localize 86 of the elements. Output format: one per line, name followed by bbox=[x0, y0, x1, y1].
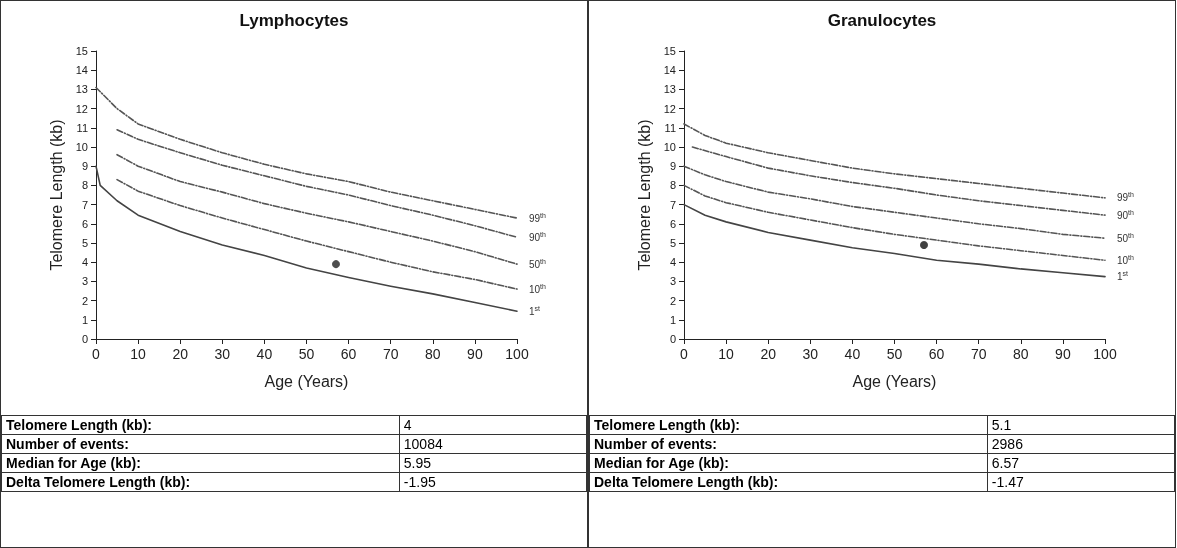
y-tick-label: 8 bbox=[669, 179, 676, 192]
y-tick-label: 8 bbox=[81, 179, 88, 192]
y-tick-label: 1 bbox=[81, 313, 88, 326]
text: 10084 bbox=[399, 434, 587, 454]
line-series bbox=[683, 165, 1106, 239]
y-tick-label: 10 bbox=[75, 141, 88, 153]
y-tick-label: 14 bbox=[75, 64, 88, 77]
y-tick-label: 11 bbox=[664, 121, 676, 134]
x-tick-label: 20 bbox=[172, 346, 189, 362]
x-tick-label: 40 bbox=[844, 346, 861, 362]
x-tick-label: 50 bbox=[298, 346, 315, 362]
text: Median for Age (kb): bbox=[589, 453, 988, 473]
text: Delta Telomere Length (kb): bbox=[589, 472, 988, 492]
x-tick-label: 90 bbox=[1055, 346, 1071, 362]
y-tick-label: 4 bbox=[81, 256, 88, 269]
chart-title: Granulocytes bbox=[827, 11, 937, 30]
x-tick-label: 10 bbox=[718, 346, 735, 362]
x-tick-label: 60 bbox=[340, 346, 357, 362]
text: 5.95 bbox=[399, 453, 587, 473]
line-series bbox=[691, 146, 1106, 216]
line-series bbox=[683, 184, 1106, 262]
y-axis-title: Telomere Length (kb) bbox=[636, 119, 654, 271]
y-tick-label: 9 bbox=[669, 160, 676, 173]
y-tick-label: 15 bbox=[75, 45, 88, 57]
text: Median for Age (kb): bbox=[1, 453, 400, 473]
y-tick-label: 2 bbox=[669, 294, 676, 307]
text: -1.47 bbox=[987, 472, 1175, 492]
y-tick-label: 12 bbox=[663, 102, 676, 115]
text: 4 bbox=[399, 415, 587, 435]
text: 5.1 bbox=[987, 415, 1175, 435]
y-tick-label: 15 bbox=[663, 45, 676, 57]
y-tick-label: 14 bbox=[663, 64, 676, 77]
x-tick-label: 70 bbox=[382, 346, 399, 362]
text: Number of events: bbox=[589, 434, 988, 454]
y-tick-label: 9 bbox=[81, 160, 88, 173]
y-axis-title: Telomere Length (kb) bbox=[48, 119, 66, 271]
y-tick-label: 7 bbox=[669, 198, 676, 211]
x-tick-label: 100 bbox=[1093, 346, 1117, 362]
y-tick-label: 2 bbox=[81, 294, 88, 307]
text: Number of events: bbox=[1, 434, 400, 454]
x-tick-label: 100 bbox=[505, 346, 529, 362]
x-axis-title: Age (Years) bbox=[852, 372, 937, 390]
x-axis-title: Age (Years) bbox=[264, 372, 349, 390]
y-tick-label: 0 bbox=[81, 333, 88, 345]
x-tick-label: 20 bbox=[760, 346, 777, 362]
x-tick-label: 60 bbox=[928, 346, 945, 362]
line-series bbox=[116, 153, 518, 265]
text: -1.95 bbox=[399, 472, 587, 492]
x-tick-label: 90 bbox=[467, 346, 483, 362]
x-tick-label: 0 bbox=[680, 346, 689, 362]
y-tick-label: 3 bbox=[669, 275, 676, 288]
chart-title: Lymphocytes bbox=[239, 11, 349, 30]
x-tick-label: 40 bbox=[256, 346, 273, 362]
y-tick-label: 6 bbox=[81, 217, 88, 230]
line-series bbox=[95, 165, 518, 312]
text: Telomere Length (kb): bbox=[1, 415, 400, 435]
line-series bbox=[683, 203, 1106, 278]
x-tick-label: 30 bbox=[802, 346, 819, 362]
x-tick-label: 70 bbox=[970, 346, 987, 362]
y-tick-label: 7 bbox=[81, 198, 88, 211]
y-tick-label: 5 bbox=[81, 237, 88, 249]
text: Telomere Length (kb): bbox=[589, 415, 988, 435]
x-tick-label: 30 bbox=[214, 346, 231, 362]
x-tick-label: 0 bbox=[92, 346, 101, 362]
y-tick-label: 3 bbox=[81, 275, 88, 288]
line-series bbox=[95, 86, 518, 219]
line-series bbox=[683, 123, 1106, 199]
x-tick-label: 80 bbox=[1013, 346, 1029, 362]
y-tick-label: 1 bbox=[669, 313, 676, 326]
x-tick-label: 10 bbox=[130, 346, 147, 362]
y-tick-label: 13 bbox=[663, 83, 676, 96]
line-series bbox=[116, 178, 518, 290]
y-tick-label: 0 bbox=[669, 333, 676, 345]
line-series bbox=[116, 128, 518, 239]
text: 2986 bbox=[987, 434, 1175, 454]
y-tick-label: 6 bbox=[669, 217, 676, 230]
y-tick-label: 11 bbox=[76, 121, 88, 134]
x-tick-label: 50 bbox=[886, 346, 903, 362]
text: 6.57 bbox=[987, 453, 1175, 473]
y-tick-label: 5 bbox=[669, 237, 676, 249]
y-tick-label: 4 bbox=[669, 256, 676, 269]
x-tick-label: 80 bbox=[425, 346, 441, 362]
y-tick-label: 13 bbox=[75, 83, 88, 96]
y-tick-label: 10 bbox=[663, 141, 676, 153]
y-tick-label: 12 bbox=[75, 102, 88, 115]
text: Delta Telomere Length (kb): bbox=[1, 472, 400, 492]
